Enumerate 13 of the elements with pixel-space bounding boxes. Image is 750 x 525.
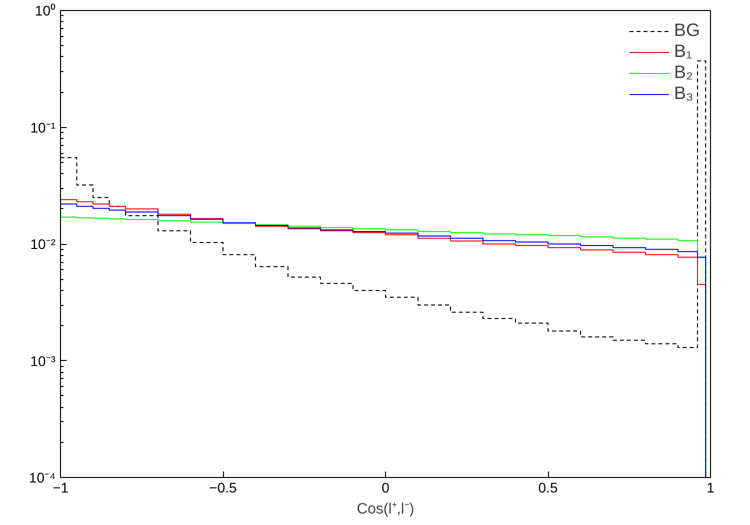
y-tick-label: 10⁰ bbox=[34, 2, 56, 18]
y-tick-label: 10⁻³ bbox=[30, 352, 56, 369]
legend-label: B₁ bbox=[674, 41, 694, 62]
x-tick-label: −0.5 bbox=[209, 480, 238, 496]
legend-label: B₃ bbox=[674, 83, 694, 104]
x-tick-label: 0 bbox=[382, 480, 390, 496]
y-tick-label: 10⁻¹ bbox=[30, 119, 56, 136]
x-tick-label: 0.5 bbox=[538, 480, 558, 496]
legend-label: BG bbox=[674, 20, 700, 41]
legend-label: B₂ bbox=[674, 62, 694, 83]
x-tick-label: 1 bbox=[706, 480, 715, 496]
y-tick-label: 10⁻² bbox=[30, 236, 56, 252]
x-axis-title: Cos(l⁺,l⁻) bbox=[356, 500, 414, 518]
